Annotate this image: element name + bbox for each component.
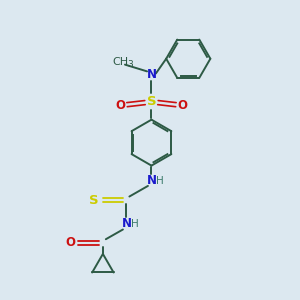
Text: CH: CH (112, 57, 129, 67)
Text: O: O (65, 236, 76, 249)
Text: S: S (147, 95, 156, 108)
Text: O: O (177, 99, 188, 112)
Text: 3: 3 (127, 59, 133, 68)
Text: N: N (122, 217, 131, 230)
Text: H: H (156, 176, 164, 186)
Text: O: O (116, 99, 126, 112)
Text: S: S (89, 194, 99, 207)
Text: H: H (131, 220, 139, 230)
Text: N: N (146, 173, 157, 187)
Text: N: N (146, 68, 157, 81)
